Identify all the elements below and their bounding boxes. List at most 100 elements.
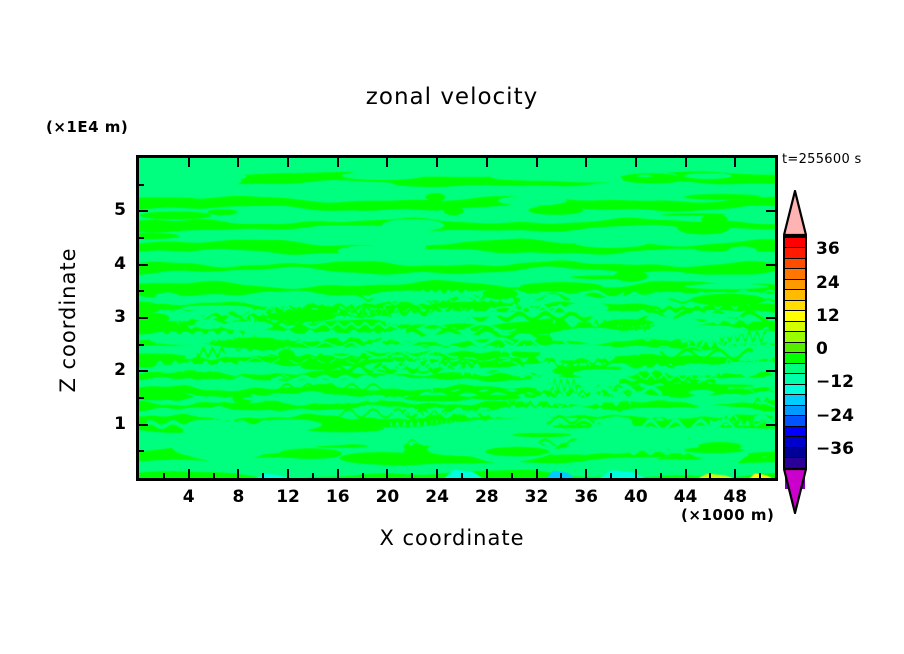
colorbar-band: [785, 321, 805, 333]
colorbar-cap-top-icon: [782, 189, 808, 237]
contour-field-canvas: [139, 158, 775, 478]
colorbar-tick-label: −24: [816, 405, 854, 426]
colorbar-cap-bottom: [782, 466, 808, 515]
colorbar-band: [785, 248, 805, 259]
x-axis-tick-major-top: [386, 158, 389, 167]
colorbar-band: [785, 363, 805, 375]
x-axis-tick-major-top: [734, 158, 737, 167]
colorbar-tick-label: 24: [816, 272, 840, 293]
colorbar-band: [785, 258, 805, 270]
colorbar-tick-label: −36: [816, 438, 854, 459]
x-axis-tick-major-top: [535, 158, 538, 167]
x-axis-title: X coordinate: [379, 526, 525, 550]
x-axis-tick-label: 24: [425, 487, 449, 507]
colorbar-tick-label: −12: [816, 372, 854, 393]
x-axis-tick-minor: [311, 473, 314, 478]
x-axis-tick-label: 32: [524, 487, 549, 507]
y-axis-tick-major: [139, 370, 148, 373]
colorbar-band: [785, 269, 805, 280]
y-axis-tick-label: 3: [114, 307, 126, 327]
y-axis-tick-major-right: [766, 317, 775, 319]
colorbar-band: [785, 416, 805, 427]
x-axis-tick-major: [535, 469, 538, 478]
x-axis-tick-label: 28: [474, 487, 499, 507]
y-axis-tick-major: [139, 423, 148, 426]
x-axis-tick-minor: [262, 473, 265, 478]
y-axis-tick-minor: [139, 183, 144, 186]
x-axis-tick-major: [634, 469, 637, 478]
y-axis-tick-major: [139, 263, 148, 266]
y-axis-tick-minor: [139, 450, 144, 453]
colorbar-band: [785, 279, 805, 291]
x-axis-tick-minor: [212, 473, 215, 478]
x-axis-tick-label: 8: [232, 487, 245, 507]
y-axis-tick-label: 5: [114, 200, 126, 221]
x-axis-tick-minor: [709, 473, 712, 478]
x-axis-tick-major-top: [237, 158, 240, 167]
colorbar-cap-top: [782, 189, 808, 237]
colorbar-band: [785, 238, 805, 249]
y-axis-tick-major-right: [766, 263, 775, 266]
colorbar-cap-bottom-icon: [782, 467, 808, 515]
x-axis-tick-minor: [162, 473, 165, 478]
x-axis-tick-major-top: [485, 158, 488, 167]
contour-plot-area: [136, 155, 778, 481]
x-axis-tick-major: [287, 469, 290, 478]
colorbar-tick-label: 0: [816, 339, 828, 359]
y-axis-tick-minor: [139, 237, 144, 239]
x-axis-tick-label: 36: [574, 487, 599, 507]
x-axis-tick-minor: [659, 473, 662, 478]
x-axis-tick-major-top: [585, 158, 588, 167]
page-title: zonal velocity: [365, 84, 539, 110]
colorbar-band: [785, 395, 805, 406]
y-axis-tick-major: [139, 317, 148, 319]
colorbar-band: [785, 384, 805, 396]
y-axis-tick-label: 4: [114, 253, 126, 274]
colorbar-band: [785, 332, 805, 343]
x-axis-tick-major: [187, 469, 190, 478]
x-axis-tick-label: 40: [624, 487, 648, 507]
y-axis-unit-label: (×1E4 m): [46, 118, 129, 136]
x-axis-tick-major-top: [634, 158, 637, 167]
x-axis-tick-minor: [759, 473, 762, 478]
colorbar-band: [785, 437, 805, 448]
x-axis-tick-major: [585, 469, 588, 478]
x-axis-tick-minor: [610, 473, 613, 478]
y-axis-tick-label: 1: [114, 413, 126, 434]
y-axis-tick-major-right: [766, 423, 775, 426]
x-axis-tick-label: 20: [375, 487, 400, 507]
colorbar-tick-label: 12: [816, 305, 840, 326]
colorbar-band: [785, 374, 805, 385]
x-axis-tick-major: [336, 469, 339, 478]
x-axis-tick-major-top: [187, 158, 190, 167]
y-axis-tick-minor: [139, 397, 144, 399]
x-axis-tick-label: 44: [673, 487, 698, 507]
x-axis-tick-major: [436, 469, 439, 478]
x-axis-tick-minor: [361, 473, 364, 478]
y-axis-tick-major: [139, 210, 148, 213]
colorbar: [783, 236, 807, 489]
x-axis-tick-minor: [510, 473, 513, 478]
x-axis-tick-major: [237, 469, 240, 478]
colorbar-band: [785, 290, 805, 301]
x-axis-tick-major: [684, 469, 687, 478]
x-axis-tick-minor: [411, 473, 414, 478]
colorbar-tick-label: 36: [816, 239, 840, 260]
y-axis-title: Z coordinate: [56, 247, 80, 393]
x-axis-tick-major-top: [287, 158, 290, 167]
colorbar-band: [785, 342, 805, 354]
x-axis-tick-minor: [460, 473, 463, 478]
x-axis-unit-label: (×1000 m): [681, 506, 775, 524]
x-axis-tick-major-top: [436, 158, 439, 167]
y-axis-tick-major-right: [766, 210, 775, 213]
x-axis-tick-major: [386, 469, 389, 478]
x-axis-tick-major-top: [684, 158, 687, 167]
y-axis-tick-minor: [139, 343, 144, 346]
y-axis-tick-label: 2: [114, 360, 126, 381]
x-axis-tick-major-top: [336, 158, 339, 167]
y-axis-tick-minor: [139, 290, 144, 293]
x-axis-tick-label: 16: [325, 487, 350, 507]
y-axis-tick-major-right: [766, 370, 775, 373]
time-annotation: t=255600 s: [782, 152, 862, 167]
x-axis-tick-label: 4: [182, 487, 195, 507]
